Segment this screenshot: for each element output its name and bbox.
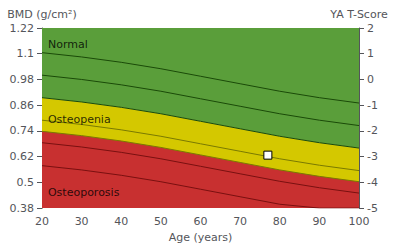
svg-text:-3: -3 xyxy=(367,150,378,163)
svg-text:2: 2 xyxy=(367,22,374,35)
svg-text:0: 0 xyxy=(367,73,374,86)
svg-text:0.74: 0.74 xyxy=(10,124,35,137)
svg-text:BMD (g/cm²): BMD (g/cm²) xyxy=(7,8,76,21)
svg-text:100: 100 xyxy=(349,215,370,228)
svg-text:-1: -1 xyxy=(367,99,378,112)
svg-text:-5: -5 xyxy=(367,202,378,215)
svg-text:1: 1 xyxy=(367,47,374,60)
svg-text:1.1: 1.1 xyxy=(17,47,35,60)
svg-text:70: 70 xyxy=(233,215,247,228)
svg-text:-2: -2 xyxy=(367,124,378,137)
svg-text:0.86: 0.86 xyxy=(10,99,35,112)
svg-text:30: 30 xyxy=(75,215,89,228)
svg-text:Age (years): Age (years) xyxy=(169,231,233,244)
svg-text:0.62: 0.62 xyxy=(10,150,35,163)
svg-text:90: 90 xyxy=(312,215,326,228)
svg-text:80: 80 xyxy=(273,215,287,228)
svg-text:1.22: 1.22 xyxy=(10,22,35,35)
svg-text:50: 50 xyxy=(154,215,168,228)
svg-text:Normal: Normal xyxy=(48,38,88,51)
svg-text:-4: -4 xyxy=(367,176,378,189)
svg-text:0.98: 0.98 xyxy=(10,73,35,86)
svg-text:Osteopenia: Osteopenia xyxy=(48,113,111,126)
svg-text:YA T-Score: YA T-Score xyxy=(329,8,388,21)
svg-text:40: 40 xyxy=(114,215,128,228)
svg-text:60: 60 xyxy=(194,215,208,228)
svg-text:0.38: 0.38 xyxy=(10,202,35,215)
svg-text:Osteoporosis: Osteoporosis xyxy=(48,186,120,199)
svg-text:0.5: 0.5 xyxy=(17,176,35,189)
svg-text:20: 20 xyxy=(35,215,49,228)
